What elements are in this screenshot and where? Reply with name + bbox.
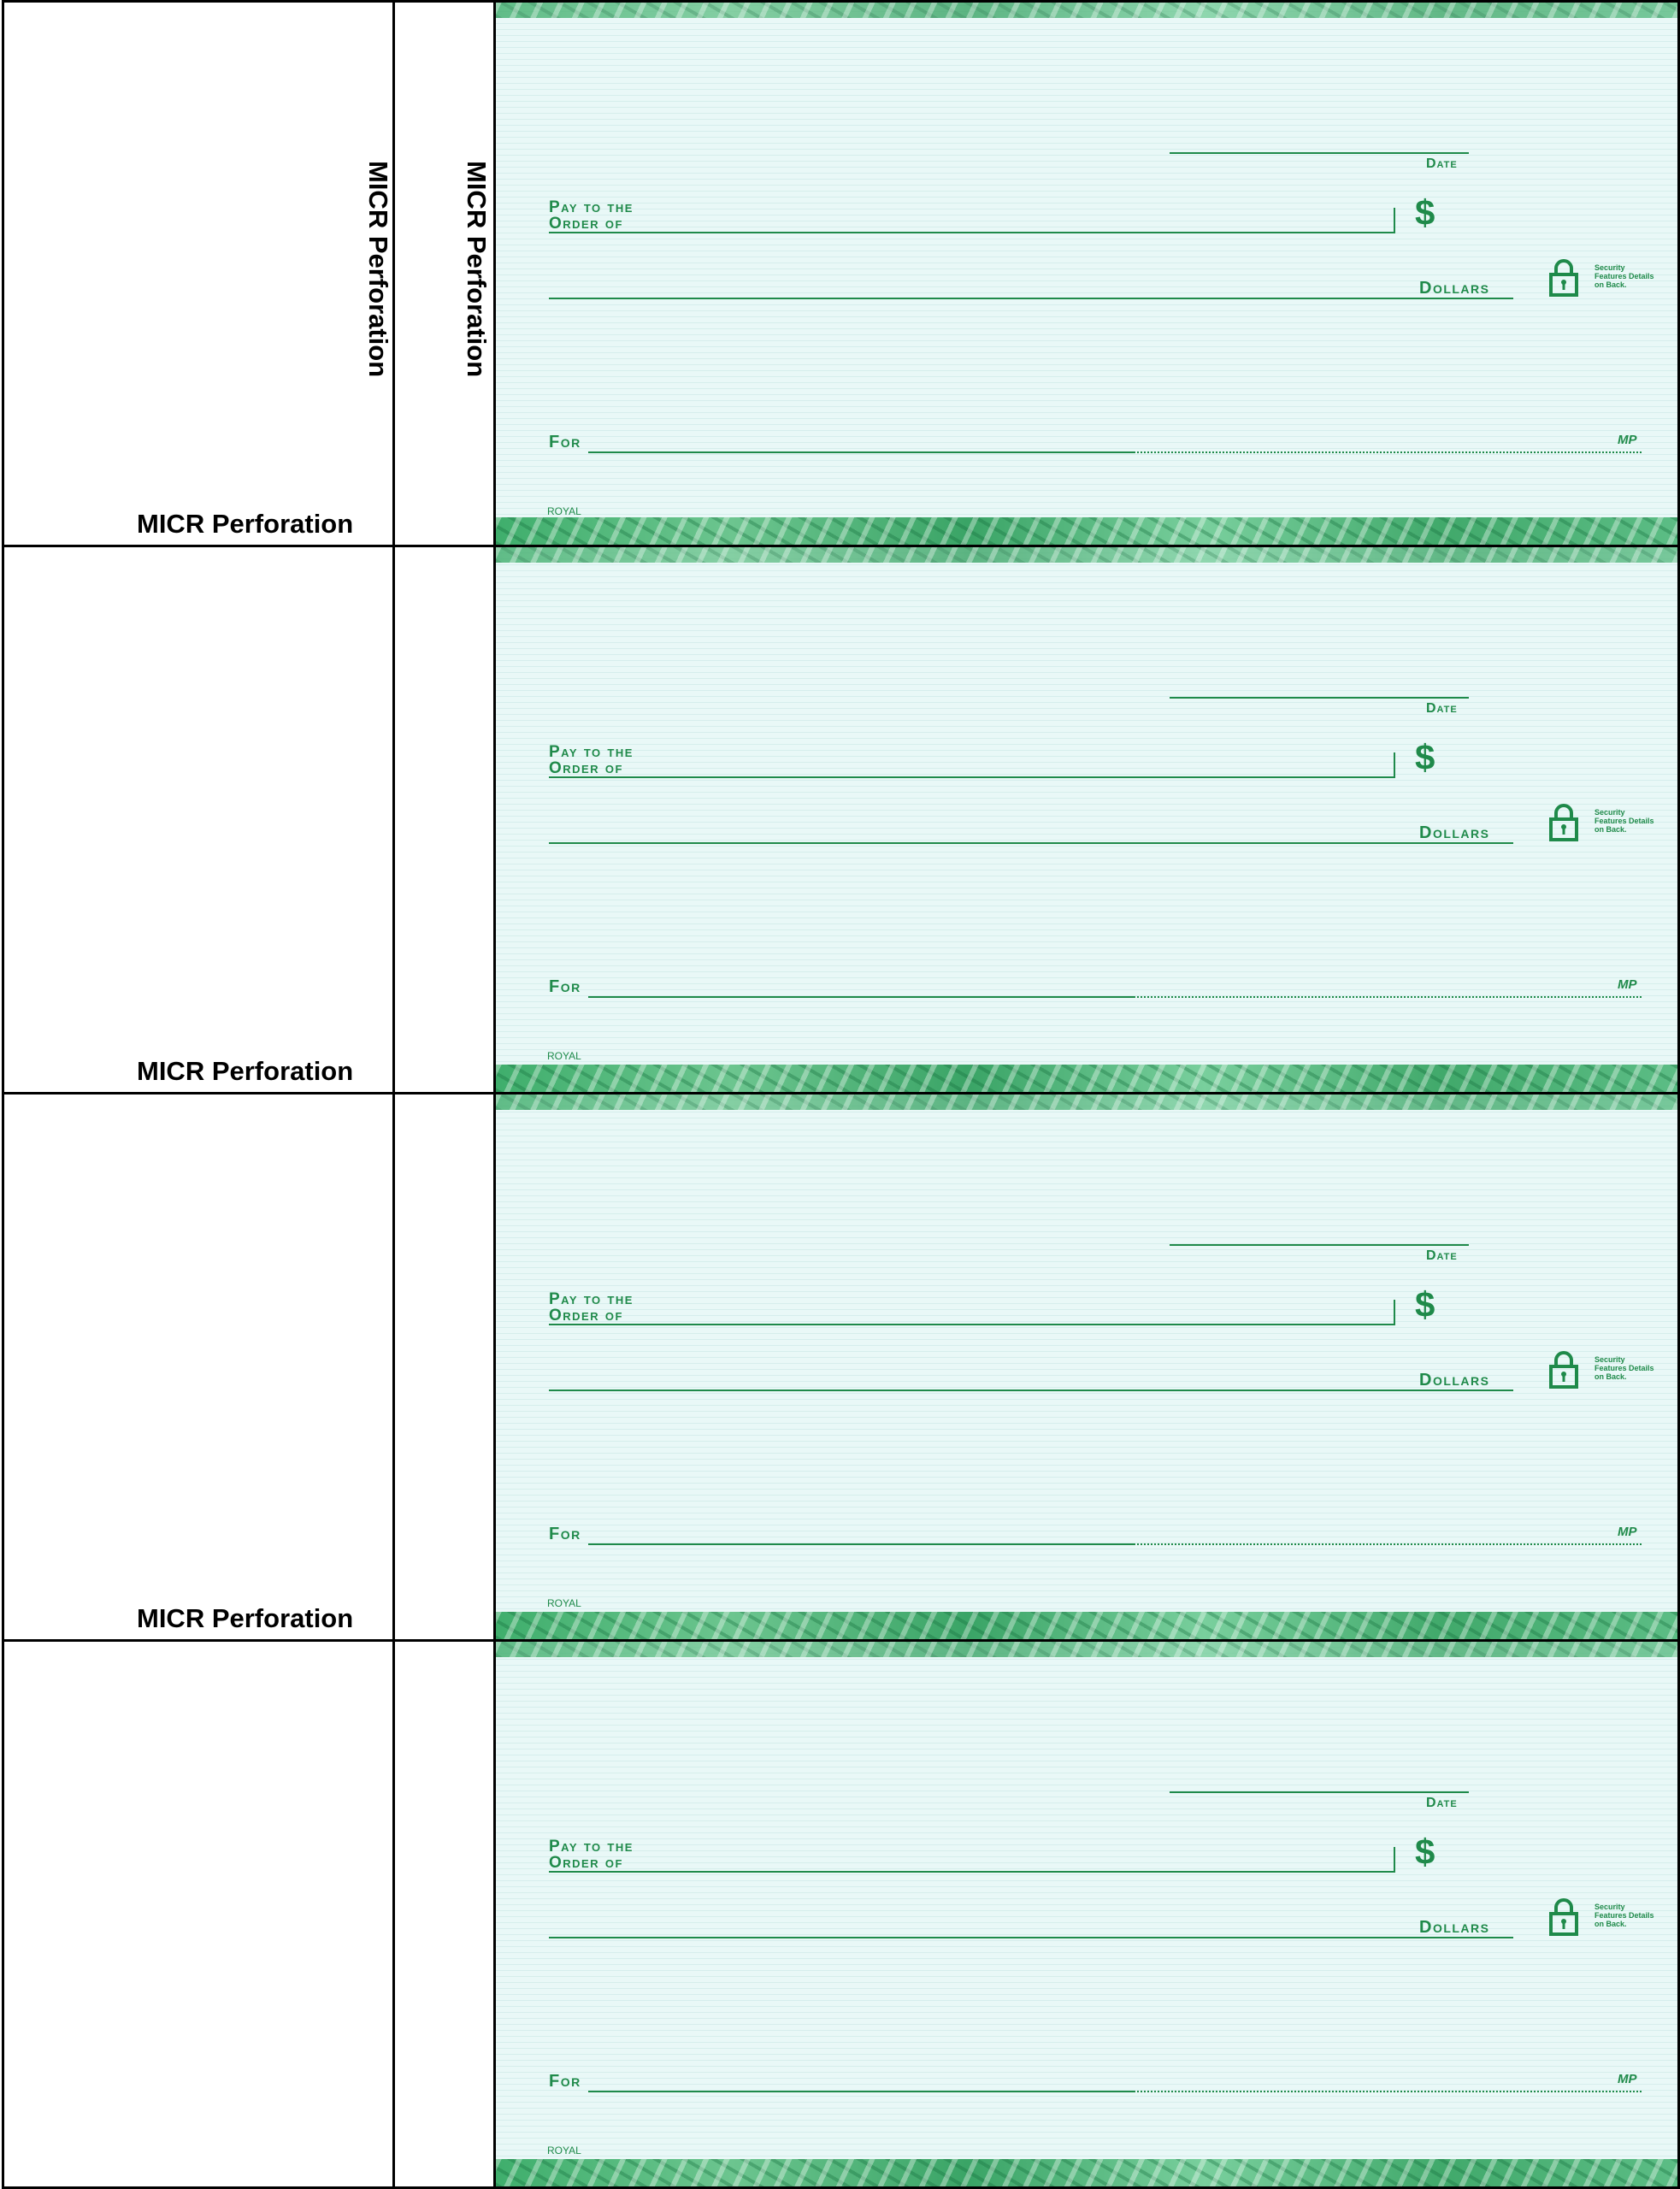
check-row: MICR Perforation Date Pay to the Order of… (0, 1094, 1680, 1642)
security-band-bottom (496, 1065, 1677, 1092)
security-band-bottom (496, 517, 1677, 545)
mp-mark: MP (1618, 977, 1637, 992)
security-features-note: Security Features Details on Back. (1595, 808, 1654, 834)
check-row: MICR Perforation MICR Perforation MICR P… (0, 0, 1680, 547)
signature-line[interactable] (1124, 2091, 1642, 2092)
payee-line-tick (1394, 1300, 1395, 1325)
date-line[interactable] (1170, 1791, 1469, 1793)
pay-to-label: Pay to the Order of (549, 198, 634, 233)
micr-perforation-label: MICR Perforation (137, 1603, 354, 1633)
dollar-sign: $ (1415, 1832, 1435, 1872)
memo-line[interactable] (588, 451, 1135, 453)
lock-icon (1549, 804, 1578, 841)
memo-label: For (549, 2072, 581, 2091)
payee-line[interactable] (549, 1871, 1395, 1873)
date-line[interactable] (1170, 1244, 1469, 1246)
micr-perforation-label: MICR Perforation (137, 509, 354, 539)
memo-line[interactable] (588, 996, 1135, 998)
amount-words-line[interactable] (549, 1390, 1513, 1391)
mp-mark: MP (1618, 433, 1637, 447)
micr-perforation-label: MICR Perforation (137, 1056, 354, 1086)
pay-to-label: Pay to the Order of (549, 1290, 634, 1325)
memo-line[interactable] (588, 2091, 1135, 2092)
payee-line[interactable] (549, 776, 1395, 778)
mp-mark: MP (1618, 2072, 1637, 2086)
dollars-label: Dollars (1419, 823, 1490, 842)
date-label: Date (1426, 1796, 1458, 1810)
micr-perforation-vertical-label: MICR Perforation (363, 161, 393, 378)
payee-line[interactable] (549, 232, 1395, 233)
middle-stub: MICR Perforation (395, 0, 496, 547)
amount-words-line[interactable] (549, 842, 1513, 844)
security-features-note: Security Features Details on Back. (1595, 263, 1654, 289)
security-band-bottom (496, 1612, 1677, 1639)
left-stub: MICR Perforation (2, 547, 395, 1094)
security-features-note: Security Features Details on Back. (1595, 1355, 1654, 1381)
check-row: Date Pay to the Order of $ Dollars Securi… (0, 1642, 1680, 2189)
check: Date Pay to the Order of $ Dollars Securi… (496, 0, 1680, 547)
security-band-top (496, 3, 1677, 18)
check-row: MICR Perforation Date Pay to the Order of… (0, 547, 1680, 1094)
security-band-top (496, 1642, 1677, 1657)
memo-label: For (549, 1525, 581, 1543)
memo-label: For (549, 977, 581, 996)
left-stub (2, 1642, 395, 2189)
signature-line[interactable] (1124, 1543, 1642, 1545)
dollar-sign: $ (1415, 1284, 1435, 1325)
amount-words-line[interactable] (549, 298, 1513, 299)
middle-stub (395, 547, 496, 1094)
security-band-bottom (496, 2159, 1677, 2186)
payee-line-tick (1394, 752, 1395, 778)
check: Date Pay to the Order of $ Dollars Securi… (496, 1642, 1680, 2189)
dollars-label: Dollars (1419, 1918, 1490, 1937)
middle-stub (395, 1642, 496, 2189)
amount-words-line[interactable] (549, 1937, 1513, 1938)
royal-imprint: ROYAL (547, 505, 581, 517)
date-line[interactable] (1170, 697, 1469, 699)
memo-line[interactable] (588, 1543, 1135, 1545)
signature-line[interactable] (1124, 451, 1642, 453)
security-band-top (496, 1094, 1677, 1110)
dollar-sign: $ (1415, 737, 1435, 777)
pay-to-label: Pay to the Order of (549, 1838, 634, 1872)
royal-imprint: ROYAL (547, 1050, 581, 1062)
lock-icon (1549, 1351, 1578, 1389)
royal-imprint: ROYAL (547, 1597, 581, 1609)
dollars-label: Dollars (1419, 279, 1490, 298)
date-label: Date (1426, 156, 1458, 171)
security-features-note: Security Features Details on Back. (1595, 1903, 1654, 1928)
pay-to-label: Pay to the Order of (549, 743, 634, 777)
signature-line[interactable] (1124, 996, 1642, 998)
payee-line[interactable] (549, 1324, 1395, 1325)
memo-label: For (549, 433, 581, 451)
payee-line-tick (1394, 1847, 1395, 1873)
dollar-sign: $ (1415, 192, 1435, 233)
mp-mark: MP (1618, 1525, 1637, 1539)
payee-line-tick (1394, 208, 1395, 233)
check: Date Pay to the Order of $ Dollars Securi… (496, 547, 1680, 1094)
date-label: Date (1426, 701, 1458, 716)
middle-stub (395, 1094, 496, 1642)
date-label: Date (1426, 1248, 1458, 1263)
date-line[interactable] (1170, 152, 1469, 154)
dollars-label: Dollars (1419, 1371, 1490, 1390)
lock-icon (1549, 1898, 1578, 1936)
left-stub: MICR Perforation (2, 1094, 395, 1642)
micr-perforation-vertical-label: MICR Perforation (462, 161, 492, 378)
check: Date Pay to the Order of $ Dollars Securi… (496, 1094, 1680, 1642)
left-stub: MICR Perforation MICR Perforation (2, 0, 395, 547)
royal-imprint: ROYAL (547, 2145, 581, 2157)
security-band-top (496, 547, 1677, 563)
lock-icon (1549, 259, 1578, 297)
